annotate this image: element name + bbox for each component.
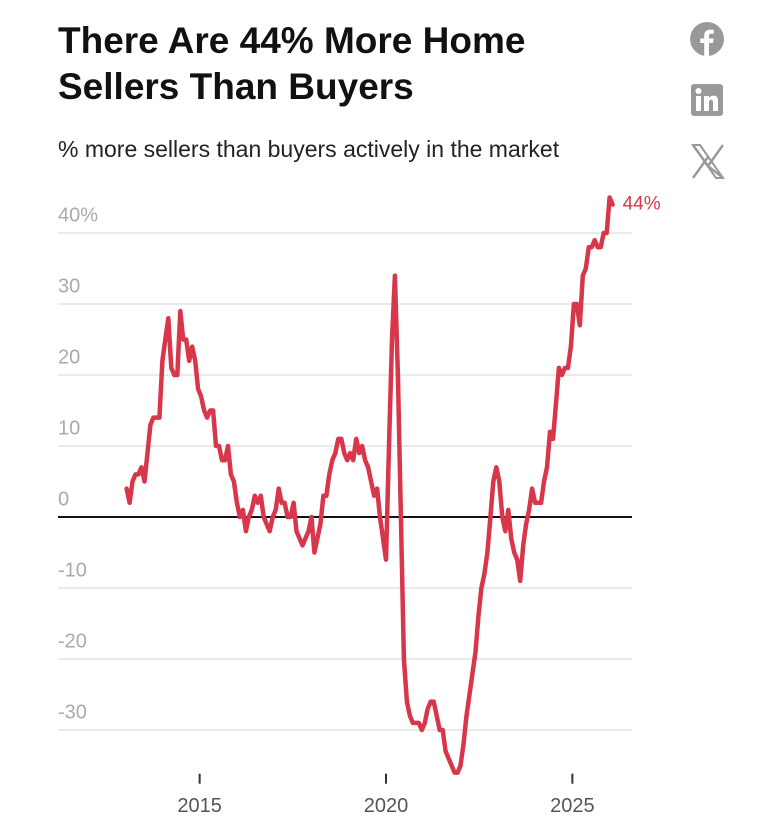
x-icon[interactable] — [691, 144, 725, 179]
share-icons — [690, 22, 725, 179]
x-tick-label: 2015 — [177, 795, 222, 817]
x-tick-label: 2020 — [364, 795, 409, 817]
chart-subtitle: % more sellers than buyers actively in t… — [58, 136, 560, 162]
y-tick-label: 30 — [58, 275, 80, 297]
y-tick-label: -10 — [58, 559, 87, 581]
facebook-icon[interactable] — [690, 22, 724, 56]
y-tick-label: 20 — [58, 346, 80, 368]
linkedin-icon[interactable] — [691, 84, 723, 116]
x-tick-label: 2025 — [550, 795, 595, 817]
series-line — [124, 195, 615, 775]
y-tick-label: 10 — [58, 417, 80, 439]
y-tick-label: -30 — [58, 701, 87, 723]
value-label: 44% — [623, 194, 661, 215]
y-tick-label: 0 — [58, 488, 69, 510]
y-tick-label: -20 — [58, 630, 87, 652]
y-tick-label: 40% — [58, 204, 98, 226]
chart-title: There Are 44% More Home Sellers Than Buy… — [58, 20, 526, 107]
